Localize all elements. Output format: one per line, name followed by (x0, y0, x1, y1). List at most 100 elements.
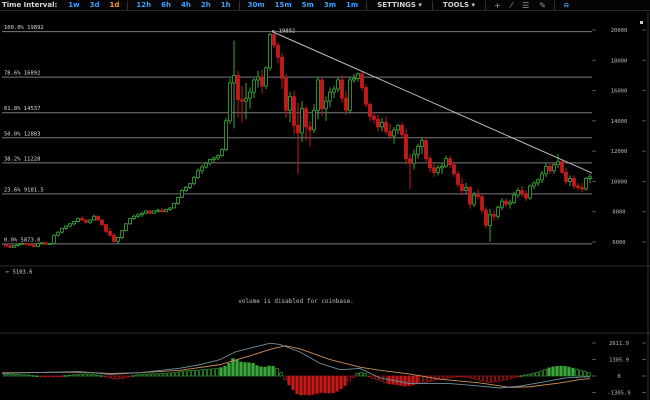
macd-histogram-bar (579, 369, 583, 377)
brush-icon[interactable]: ✎ (539, 0, 546, 10)
interval-30m[interactable]: 30m (247, 1, 265, 9)
macd-histogram-bar (463, 375, 467, 378)
macd-histogram-bar (263, 366, 267, 377)
candle-body (340, 79, 344, 99)
macd-histogram-bar (7, 374, 11, 377)
macd-histogram-bar (43, 375, 47, 378)
macd-histogram-bar (327, 375, 331, 394)
interval-12h[interactable]: 12h (136, 1, 152, 9)
macd-histogram-bar (111, 375, 115, 380)
candle-body (272, 34, 276, 46)
macd-axis-label: -1305.9 (607, 390, 630, 396)
interval-5m[interactable]: 5m (301, 1, 314, 9)
candle-body (352, 78, 356, 81)
interval-1w[interactable]: 1w (68, 1, 80, 9)
candle-body (92, 215, 96, 221)
candle-body (160, 209, 164, 213)
candle-body (300, 108, 304, 134)
macd-histogram-bar (255, 365, 259, 377)
candle-body (64, 225, 68, 229)
candle-body (392, 129, 396, 137)
candle-body (308, 126, 312, 131)
macd-histogram-bar (247, 362, 251, 377)
interval-2h[interactable]: 2h (200, 1, 211, 9)
candle-body (580, 187, 584, 190)
candle-body (144, 210, 148, 214)
toolbar-separator (127, 0, 129, 10)
tools-menu[interactable]: TOOLS ▾ (442, 1, 476, 9)
candle-body (132, 215, 136, 219)
macd-histogram-bar (555, 366, 559, 377)
macd-histogram-bar (183, 370, 187, 377)
macd-histogram-bar (279, 372, 283, 377)
candle-body (480, 196, 484, 211)
candle-body (380, 121, 384, 128)
candle-body (544, 165, 548, 175)
settings-menu[interactable]: SETTINGS ▾ (377, 1, 422, 9)
macd-histogram-bar (207, 368, 211, 377)
macd-histogram-bar (407, 375, 411, 386)
interval-15m[interactable]: 15m (274, 1, 292, 9)
candle-body (60, 227, 64, 233)
candle-body (116, 237, 120, 242)
candle-body (96, 215, 100, 221)
macd-histogram-bar (231, 358, 235, 377)
candle-body (68, 223, 72, 227)
candle-body (424, 140, 428, 160)
candle-body (428, 158, 432, 169)
candle-body (4, 244, 8, 247)
interval-3d[interactable]: 3d (89, 1, 100, 9)
candle-body (508, 202, 512, 205)
macd-histogram-bar (275, 368, 279, 377)
candle-body (8, 245, 12, 248)
macd-histogram-bar (447, 375, 451, 379)
candle-body (388, 131, 392, 137)
macd-histogram-bar (487, 375, 491, 383)
volume-disabled-message: volume is disabled for coinbase. (238, 298, 354, 305)
candle-body (40, 242, 44, 245)
candle-body (180, 190, 184, 198)
interval-3m[interactable]: 3m (323, 1, 337, 9)
candle-body (572, 177, 576, 187)
fib-retracement-icon[interactable]: ☰ (522, 0, 530, 10)
bell-icon[interactable]: ⍾ (563, 0, 569, 9)
macd-histogram-bar (427, 375, 431, 383)
macd-histogram-bar (383, 375, 387, 384)
settings-dot-icon[interactable] (640, 21, 643, 24)
macd-axis-label: 2611.9 (609, 341, 629, 347)
macd-histogram-bar (19, 374, 23, 377)
macd-histogram-bar (159, 373, 163, 377)
macd-histogram-bar (227, 363, 231, 377)
interval-6h[interactable]: 6h (161, 1, 171, 9)
candle-body (28, 243, 32, 246)
candle-body (32, 244, 36, 247)
macd-histogram-bar (95, 374, 99, 377)
macd-histogram-bar (403, 375, 407, 387)
macd-histogram-bar (55, 375, 59, 378)
trendline[interactable] (271, 31, 593, 174)
time-interval-label: Time Interval: (2, 1, 58, 9)
macd-histogram-bar (211, 368, 215, 377)
macd-histogram-bar (59, 375, 63, 378)
candle-body (548, 165, 552, 172)
macd-histogram-bar (195, 369, 199, 377)
candle-body (216, 155, 220, 159)
trendline-icon[interactable]: ⁄ (510, 0, 513, 10)
interval-1m[interactable]: 1m (346, 1, 359, 9)
macd-histogram-bar (439, 375, 443, 380)
macd-histogram-bar (355, 373, 359, 377)
macd-histogram-bar (163, 372, 167, 377)
candle-body (448, 158, 452, 166)
crosshair-icon[interactable]: + (494, 0, 501, 10)
candle-body (196, 170, 200, 179)
candle-body (52, 234, 56, 244)
interval-1d[interactable]: 1d (109, 1, 120, 9)
candle-body (432, 167, 436, 173)
candle-body (456, 173, 460, 185)
interval-1h[interactable]: 1h (220, 1, 231, 9)
macd-histogram-bar (503, 375, 507, 381)
interval-4h[interactable]: 4h (181, 1, 191, 9)
fib-label: 38.2% 11228 (4, 156, 40, 162)
candle-body (440, 165, 444, 169)
